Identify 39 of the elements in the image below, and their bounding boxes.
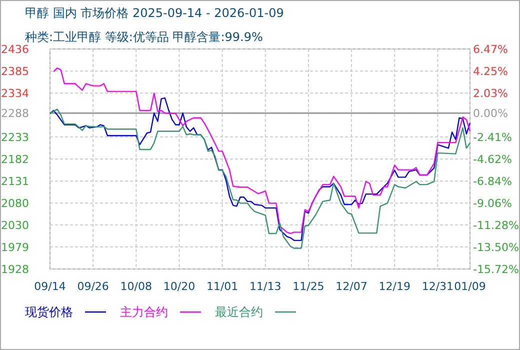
x-tick-label: 10/20 xyxy=(163,280,196,293)
x-tick-label: 11/25 xyxy=(292,280,324,293)
y-tick-label: 2131 xyxy=(1,175,29,188)
x-tick-label: 01/09 xyxy=(454,280,486,293)
y-tick-label: 2182 xyxy=(1,153,29,166)
y2-tick-label: 2.03% xyxy=(473,87,508,100)
x-tick-label: 09/26 xyxy=(77,280,109,293)
y2-tick-label: -15.72% xyxy=(473,263,519,276)
y-tick-label: 1928 xyxy=(1,263,29,276)
y2-tick-label: -11.28% xyxy=(473,218,519,232)
y2-tick-label: 0.00% xyxy=(473,107,508,120)
y2-tick-label: 6.47% xyxy=(473,43,508,56)
line-series xyxy=(52,67,471,234)
x-tick-label: 11/01 xyxy=(206,280,238,293)
y-tick-label: 2288 xyxy=(1,107,29,120)
y-tick-label: 2233 xyxy=(1,130,29,144)
y-tick-label: 2030 xyxy=(1,218,29,232)
y2-tick-label: -6.84% xyxy=(473,174,512,188)
y-tick-label: 2436 xyxy=(1,43,29,56)
x-tick-label: 12/19 xyxy=(378,280,410,293)
y2-tick-label: -13.50% xyxy=(473,240,519,254)
y-tick-label: 2080 xyxy=(1,197,29,210)
x-tick-label: 12/31 xyxy=(422,280,454,293)
x-tick-label: 09/14 xyxy=(34,280,66,293)
x-tick-label: 12/07 xyxy=(336,280,368,293)
y2-tick-label: 4.25% xyxy=(473,65,508,78)
x-tick-label: 11/13 xyxy=(250,280,282,293)
legend-label: 主力合约 xyxy=(120,305,168,319)
y2-tick-label: -9.06% xyxy=(473,196,512,210)
chart-title: 甲醇 国内 市场价格 2025-09-14 - 2026-01-09 xyxy=(25,6,284,20)
y-tick-label: 2334 xyxy=(1,87,29,100)
chart-subtitle: 种类:工业甲醇 等级:优等品 甲醇含量:99.9% xyxy=(25,30,263,44)
legend-label: 最近合约 xyxy=(215,305,263,319)
y-tick-label: 2385 xyxy=(1,65,29,78)
x-tick-label: 10/08 xyxy=(120,280,152,293)
y2-tick-label: -4.62% xyxy=(473,152,512,166)
y2-tick-label: -2.41% xyxy=(473,131,512,144)
legend-label: 现货价格 xyxy=(25,305,73,319)
y-tick-label: 1979 xyxy=(1,240,29,254)
